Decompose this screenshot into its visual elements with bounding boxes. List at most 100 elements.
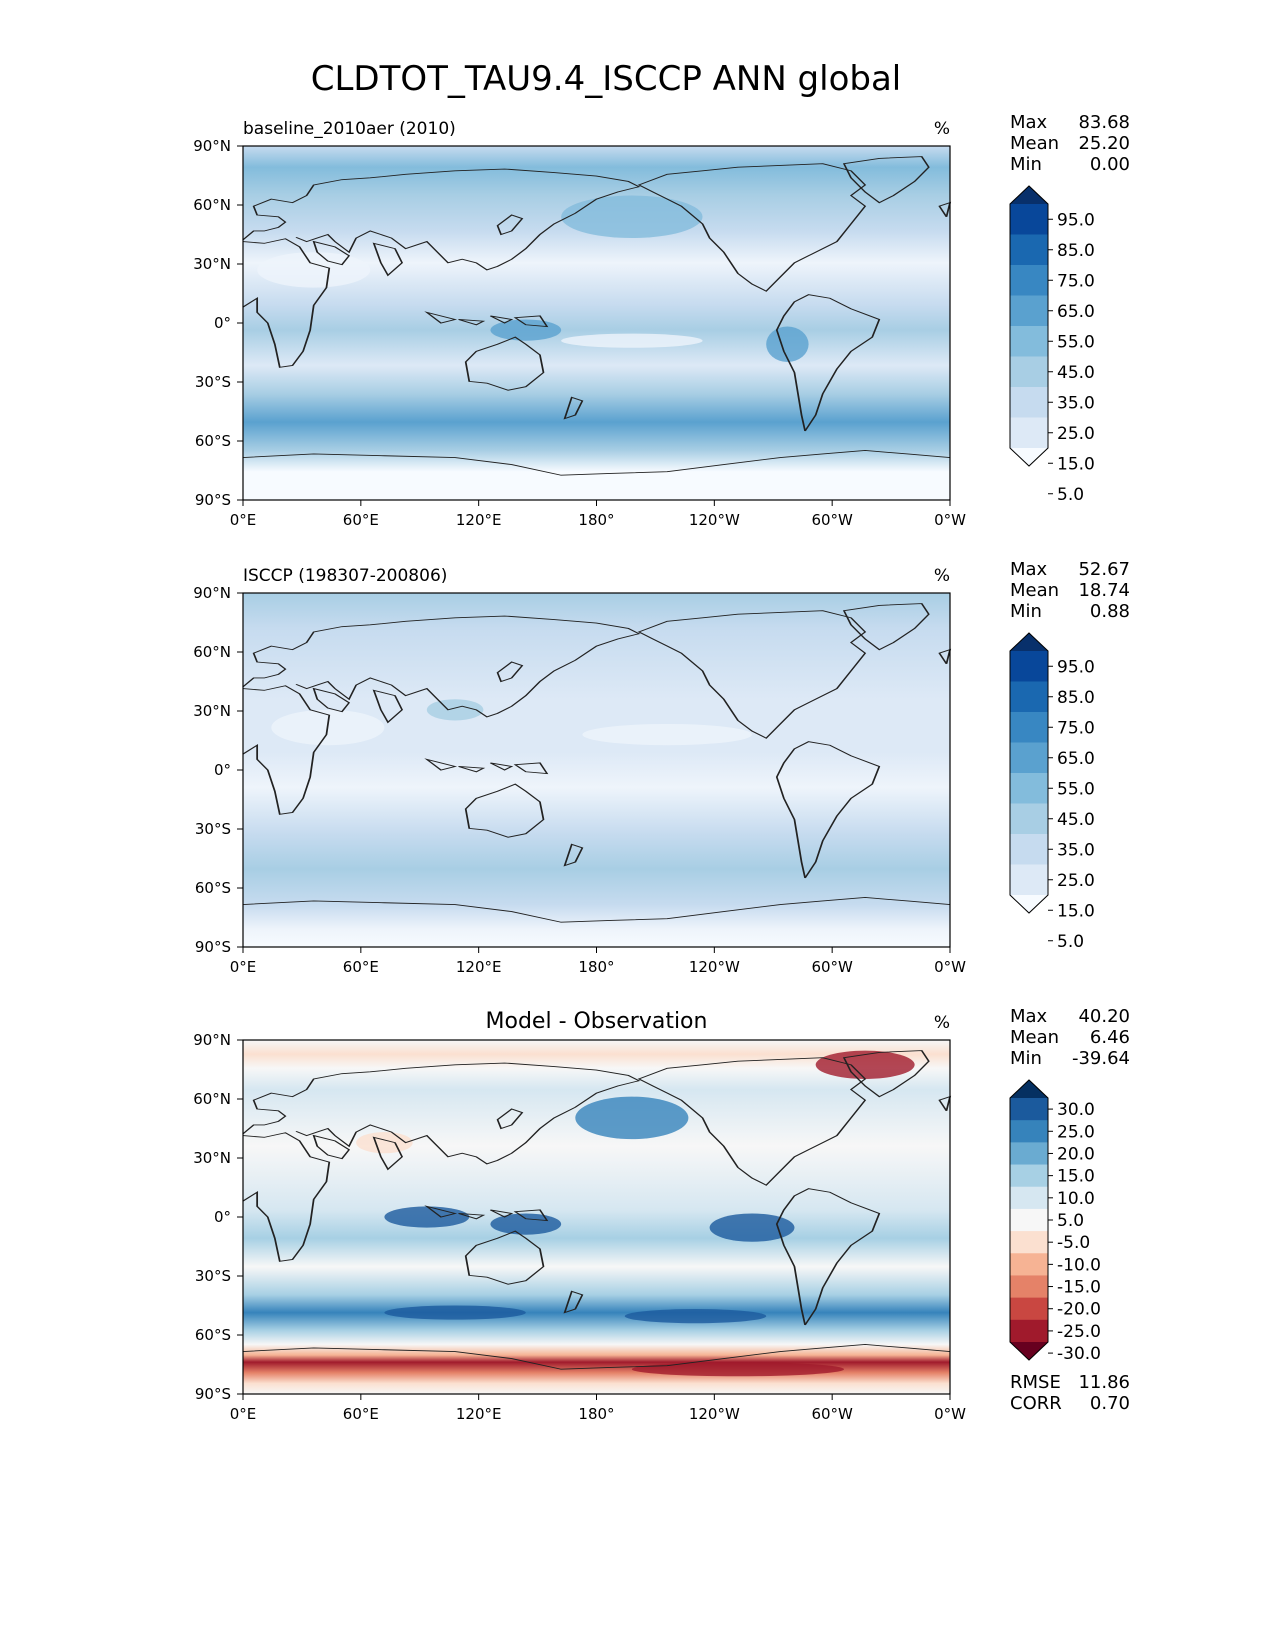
field-feature [384,1206,470,1228]
field-feature [709,1213,795,1242]
colorbar-label: 55.0 [1057,332,1095,352]
lat-tick-label: 60°N [193,643,231,661]
panel-left-title: baseline_2010aer (2010) [243,119,456,139]
colorbar-segment [1010,1164,1048,1188]
colorbar-label: 25.0 [1057,871,1095,891]
colorbar-label: 85.0 [1057,688,1095,708]
lon-tick-label: 60°E [343,511,379,529]
field-feature [356,1132,413,1154]
stat-label: Min [1010,1048,1042,1069]
colorbar-label: 65.0 [1057,302,1095,322]
colorbar-label: 15.0 [1057,901,1095,921]
lon-tick-label: 0°E [230,511,257,529]
panel-units: % [934,119,950,139]
colorbar-segment [1010,1231,1048,1254]
stat-label: Mean [1010,133,1059,154]
lon-tick-label: 60°W [811,958,853,976]
stat-label: Mean [1010,580,1059,601]
lat-tick-label: 90°N [193,137,231,155]
field-feature [257,252,371,288]
lon-tick-label: 120°W [689,1405,740,1423]
colorbar-segment [1010,834,1048,865]
colorbar-segment [1010,651,1048,682]
colorbar-segment [1010,387,1048,418]
lat-tick-label: 90°S [195,491,231,509]
colorbar-extend-top [1010,186,1048,204]
stat-value: 52.67 [1078,559,1130,580]
colorbar-segment [1010,1319,1048,1343]
panel-3: 0°E 60°E 120°E 180° 120°W 60°W 0°W 90°N 60°N 30°N… [193,1006,1130,1423]
lon-tick-label: 0°W [934,511,966,529]
colorbar-label: 95.0 [1057,210,1095,230]
colorbar-segment [1010,234,1048,266]
colorbar: 95.0 85.0 75.0 65.0 55.0 45.0 35.0 25.0 15.0 5.0 [1009,632,1095,952]
lat-tick-label: 0° [214,314,231,332]
stat-value: 0.00 [1090,154,1130,175]
lat-tick-label: 30°N [193,1149,231,1167]
colorbar-segment [1010,773,1048,804]
field-feature [624,1309,767,1324]
colorbar-label: 35.0 [1057,840,1095,860]
lat-tick-label: 30°S [195,373,231,391]
stat-label: Max [1010,1006,1048,1027]
colorbar-label: 10.0 [1057,1189,1095,1209]
colorbar-label: 65.0 [1057,749,1095,769]
lat-tick-label: 0° [214,761,231,779]
colorbar-segment [1010,1297,1048,1321]
colorbar-label: 95.0 [1057,657,1095,677]
colorbar: 95.0 85.0 75.0 65.0 55.0 45.0 35.0 25.0 15.0 5.0 [1009,185,1095,505]
colorbar-label: -15.0 [1057,1278,1101,1298]
lon-tick-label: 120°E [456,1405,502,1423]
extra-stat-label: CORR [1010,1393,1062,1414]
colorbar-outline [1009,185,1049,467]
colorbar-extend-bottom [1010,895,1048,913]
panel-1: 0°E 60°E 120°E 180° 120°W 60°W 0°W 90°N 60°N 30°N… [193,112,1130,529]
colorbar-segment [1010,204,1048,235]
panel-units: % [934,1013,950,1033]
colorbar-label: 75.0 [1057,271,1095,291]
lat-tick-label: 0° [214,1208,231,1226]
colorbar-label: 55.0 [1057,779,1095,799]
colorbar-label: 75.0 [1057,718,1095,738]
colorbar-segment [1010,1098,1048,1121]
field-feature [582,723,753,746]
lat-tick-label: 60°S [195,432,231,450]
colorbar-extend-top [1010,633,1048,651]
stat-value: 6.46 [1090,1027,1130,1048]
field-feature [490,1213,562,1235]
colorbar-label: 30.0 [1057,1100,1095,1120]
colorbar-label: -10.0 [1057,1255,1101,1275]
stat-label: Mean [1010,1027,1059,1048]
colorbar-extend-bottom [1010,448,1048,466]
colorbar-segment [1010,417,1048,449]
stat-value: 40.20 [1078,1006,1130,1027]
lon-tick-label: 60°W [811,1405,853,1423]
stat-value: 83.68 [1078,112,1130,133]
lat-tick-label: 90°N [193,584,231,602]
extra-stat-value: 0.70 [1090,1393,1130,1414]
colorbar-label: 20.0 [1057,1144,1095,1164]
colorbar-segment [1010,712,1048,743]
field-feature [631,1362,844,1377]
panels: 0°E 60°E 120°E 180° 120°W 60°W 0°W 90°N 60°N 30°N… [193,112,1130,1423]
colorbar-segment [1010,265,1048,296]
colorbar-segment [1010,1253,1048,1276]
lon-tick-label: 0°W [934,958,966,976]
field-feature [561,195,703,239]
colorbar-segment [1010,1186,1048,1210]
colorbar-label: 85.0 [1057,241,1095,261]
field-feature [575,1096,689,1140]
colorbar-segment [1010,326,1048,357]
field-feature [426,699,484,721]
lat-tick-label: 30°N [193,255,231,273]
panel-center-title: Model - Observation [486,1009,708,1034]
lon-tick-label: 60°E [343,958,379,976]
stat-value: 0.88 [1090,601,1130,622]
colorbar-label: 15.0 [1057,1167,1095,1187]
colorbar-label: 25.0 [1057,1122,1095,1142]
map-field [243,1040,950,1394]
colorbar-extend-top [1010,1080,1048,1098]
stat-label: Max [1010,112,1048,133]
colorbar-label: 35.0 [1057,393,1095,413]
field-feature [815,1050,915,1079]
